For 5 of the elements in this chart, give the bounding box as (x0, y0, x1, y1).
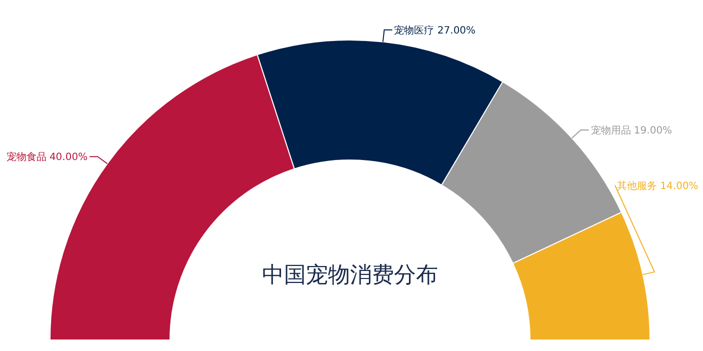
slice-label: 宠物医疗 27.00% (394, 24, 476, 36)
text: 中国宠物消费分布 (262, 263, 438, 288)
slice-label: 其他服务 14.00% (617, 180, 698, 192)
slice-label: 宠物用品 19.00% (590, 124, 672, 137)
slice-label: 宠物食品 40.00% (6, 151, 88, 164)
